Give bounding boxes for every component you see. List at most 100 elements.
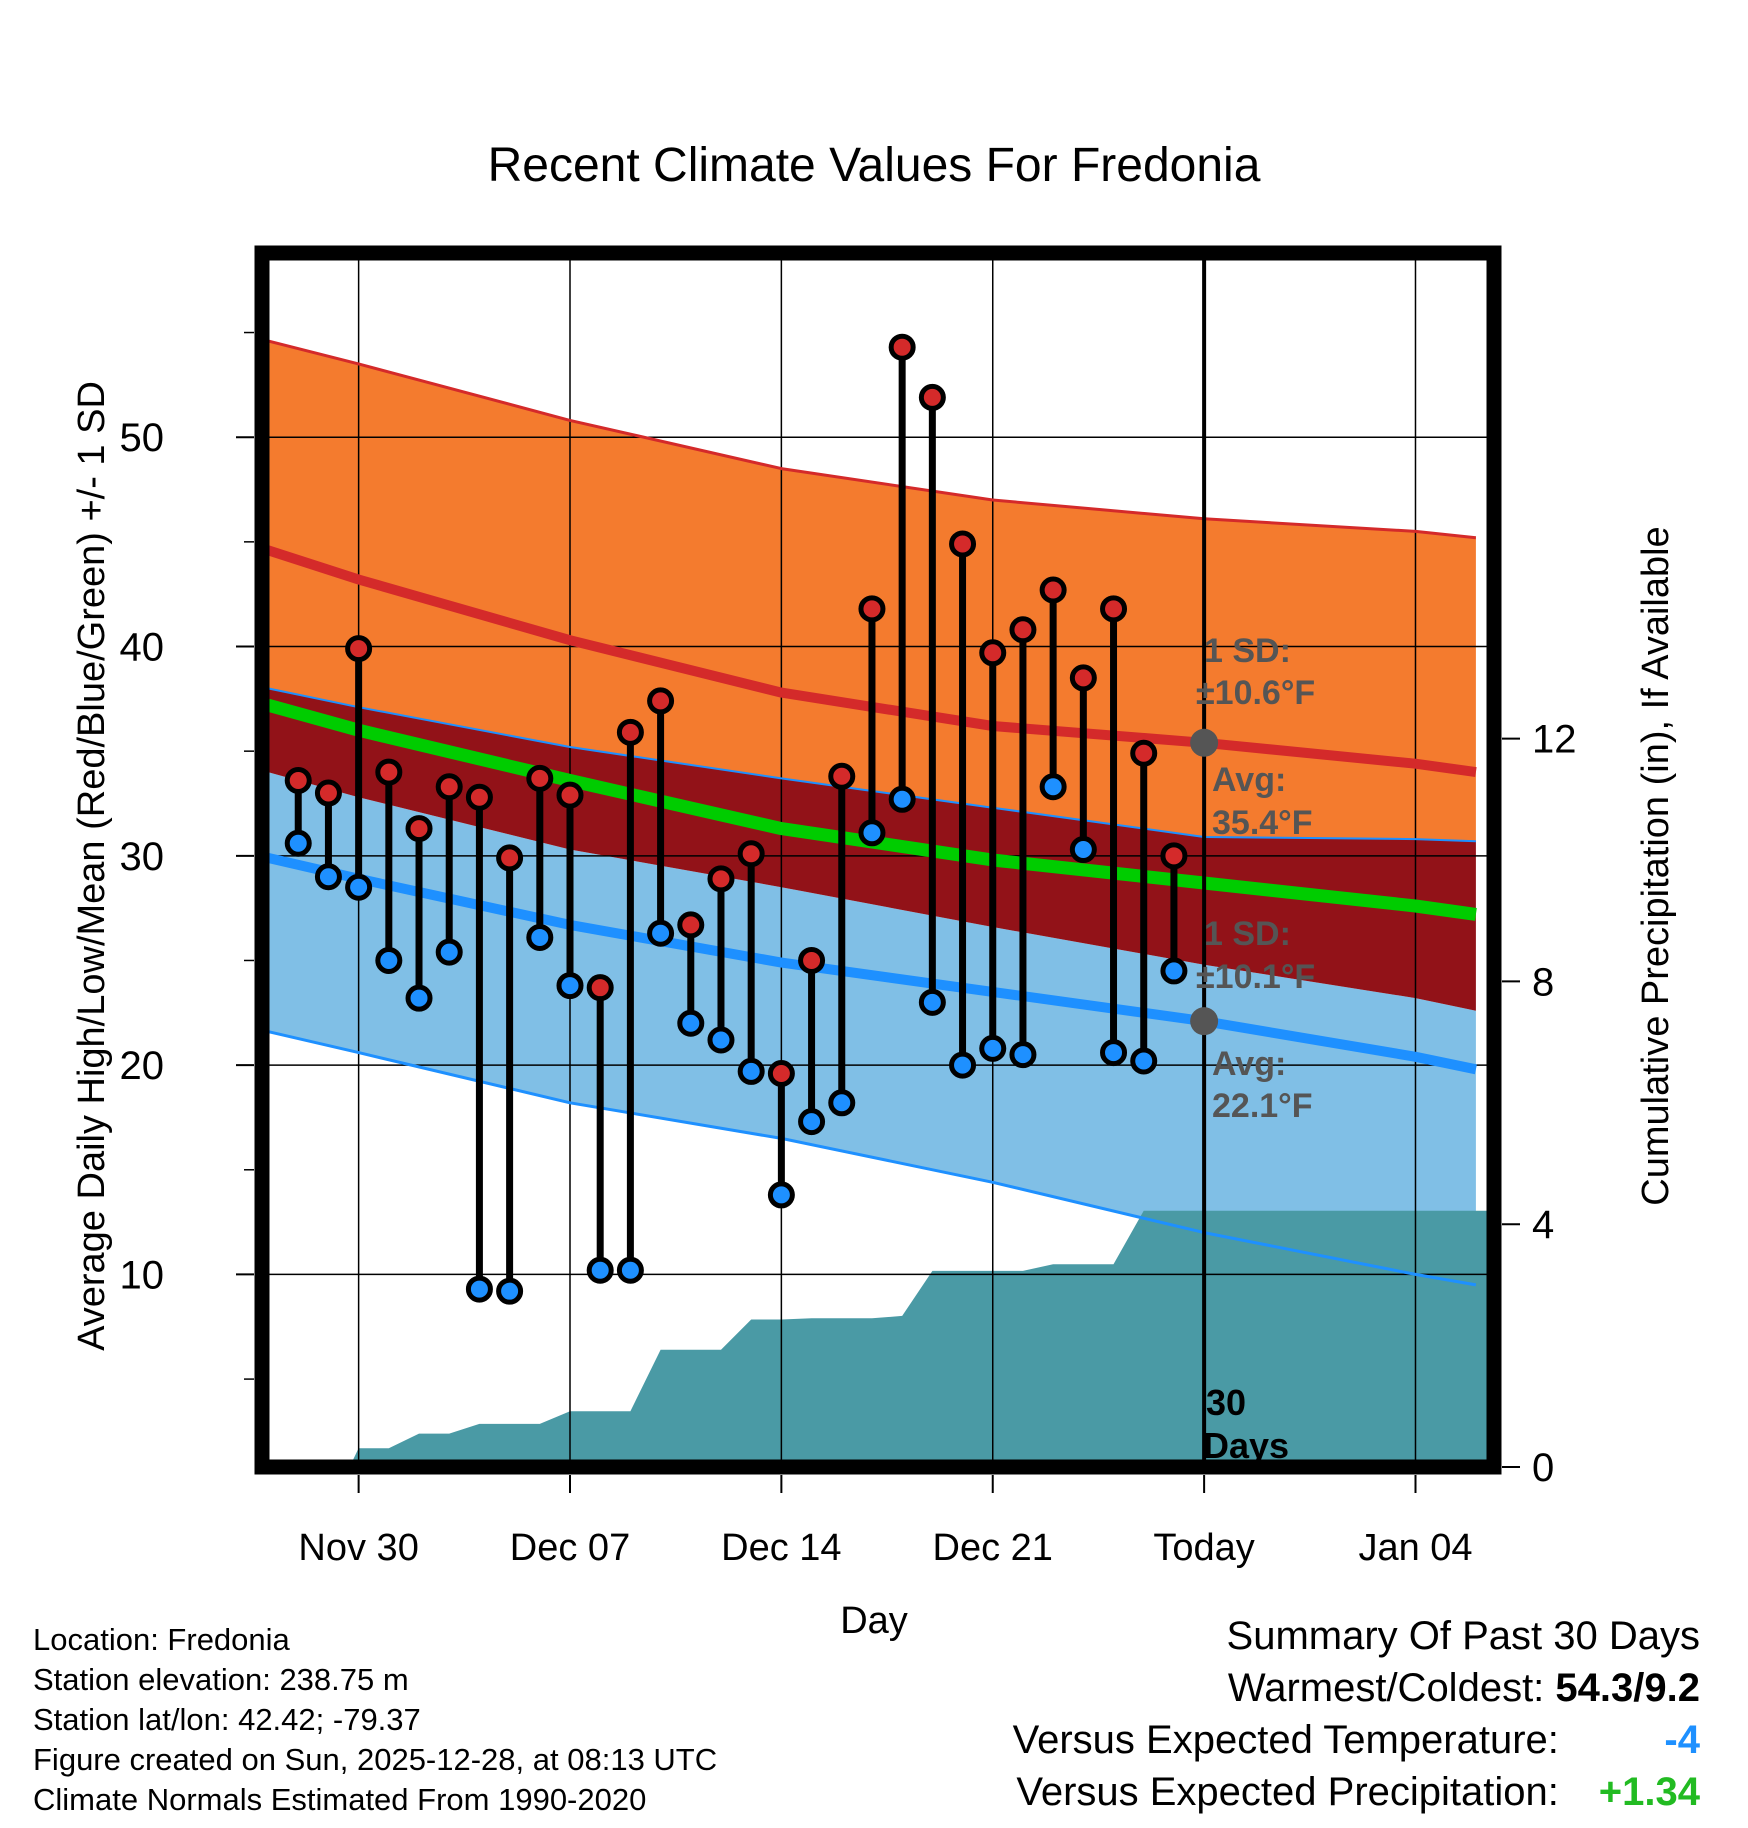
high-sd-label: 1 SD: <box>1204 632 1291 670</box>
y-tick-label-right: 12 <box>1532 718 1577 762</box>
daily-high-point <box>1130 739 1158 767</box>
daily-low-point <box>737 1057 765 1085</box>
grid-lines <box>262 253 1494 1467</box>
precip-label: Versus Expected Precipitation: <box>1016 1770 1559 1814</box>
period-label-days: Days <box>1203 1425 1289 1466</box>
low-sd-label: 1 SD: <box>1204 915 1291 953</box>
daily-low-point <box>496 1277 524 1305</box>
daily-low-point <box>767 1181 795 1209</box>
daily-low-point <box>677 1009 705 1037</box>
info-elevation: Station elevation: 238.75 m <box>33 1662 409 1697</box>
warmest-value: 54.3/9.2 <box>1555 1666 1700 1710</box>
high-sd-value: ±10.6°F <box>1196 674 1315 712</box>
y-tick-label-right: 4 <box>1532 1203 1554 1247</box>
daily-low-point <box>284 829 312 857</box>
y-axis-label-right: Cumulative Precipitation (in), If Availa… <box>1635 526 1677 1205</box>
daily-low-point <box>888 785 916 813</box>
daily-low-point <box>1039 773 1067 801</box>
daily-high-point <box>1039 576 1067 604</box>
daily-high-point <box>375 758 403 786</box>
daily-low-point <box>707 1026 735 1054</box>
high-avg-label: Avg: <box>1212 761 1286 799</box>
summary-temp-row: Versus Expected Temperature: -4 <box>1013 1714 1700 1766</box>
daily-high-point <box>616 718 644 746</box>
daily-high-point <box>828 762 856 790</box>
daily-high-point <box>1069 664 1097 692</box>
daily-low-point <box>1130 1047 1158 1075</box>
today-low-average-marker <box>1190 1007 1219 1036</box>
low-sd-value: ±10.1°F <box>1196 958 1315 996</box>
plot-frame <box>254 245 1502 1475</box>
daily-high-point <box>556 781 584 809</box>
daily-high-point <box>496 844 524 872</box>
low-avg-value: 22.1°F <box>1212 1087 1313 1125</box>
low-avg-label: Avg: <box>1212 1045 1286 1083</box>
daily-low-point <box>1069 836 1097 864</box>
daily-low-point <box>979 1034 1007 1062</box>
daily-low-point <box>1160 957 1188 985</box>
chart-title: Recent Climate Values For Fredonia <box>488 139 1261 192</box>
daily-low-point <box>526 923 554 951</box>
daily-high-point <box>1160 842 1188 870</box>
y-tick-label-left: 30 <box>120 835 165 879</box>
daily-high-point <box>677 911 705 939</box>
daily-high-point <box>798 946 826 974</box>
temp-label: Versus Expected Temperature: <box>1012 1718 1559 1762</box>
summary-warmest-row: Warmest/Coldest: 54.3/9.2 <box>1013 1662 1700 1714</box>
daily-low-point <box>345 873 373 901</box>
precipitation-area <box>268 1210 1494 1467</box>
high-average-line <box>266 545 1477 778</box>
daily-high-point <box>858 595 886 623</box>
high-avg-value: 35.4°F <box>1212 804 1313 842</box>
summary-precip-row: Versus Expected Precipitation: +1.34 <box>1013 1766 1700 1818</box>
low-average-line <box>266 853 1477 1075</box>
y-tick-label-left: 40 <box>120 626 165 670</box>
daily-high-point <box>1100 595 1128 623</box>
daily-high-point <box>345 635 373 663</box>
daily-low-point <box>435 938 463 966</box>
daily-high-point <box>586 974 614 1002</box>
daily-high-point <box>918 383 946 411</box>
x-tick-label: Dec 07 <box>510 1527 630 1569</box>
period-label-number: 30 <box>1206 1382 1246 1423</box>
normal-lines <box>266 253 1477 1467</box>
axes: Nov 30 Dec 07 Dec 14 Dec 21 Today Jan 04 10 20 3… <box>120 331 1577 1569</box>
x-tick-label: Dec 14 <box>721 1527 841 1569</box>
daily-high-point <box>314 779 342 807</box>
daily-low-point <box>616 1256 644 1284</box>
daily-low-point <box>556 972 584 1000</box>
info-created: Figure created on Sun, 2025-12-28, at 08… <box>33 1742 718 1777</box>
x-tick-label: Today <box>1153 1527 1254 1569</box>
x-tick-label: Dec 21 <box>933 1527 1053 1569</box>
daily-high-point <box>737 840 765 868</box>
mean-line <box>266 698 1477 921</box>
cumulative-precipitation <box>268 1210 1494 1467</box>
daily-low-point <box>465 1275 493 1303</box>
daily-high-point <box>647 687 675 715</box>
daily-low-point <box>918 988 946 1016</box>
info-normals: Climate Normals Estimated From 1990-2020 <box>33 1782 647 1817</box>
y-tick-label-right: 0 <box>1532 1446 1554 1490</box>
daily-high-point <box>405 815 433 843</box>
daily-low-point <box>798 1108 826 1136</box>
temp-value: -4 <box>1664 1718 1700 1762</box>
daily-low-point <box>1100 1039 1128 1067</box>
today-high-average-marker <box>1190 728 1219 757</box>
y-tick-label-left: 10 <box>120 1253 165 1297</box>
daily-high-point <box>707 865 735 893</box>
high-lower-edge <box>267 687 1476 843</box>
daily-low-point <box>314 863 342 891</box>
daily-high-point <box>284 766 312 794</box>
station-info: Location: Fredonia Station elevation: 23… <box>33 1620 717 1820</box>
high-upper-edge <box>267 339 1477 540</box>
y-tick-label-right: 8 <box>1532 960 1554 1004</box>
annotations: 1 SD: ±10.6°F Avg: 35.4°F 1 SD: ±10.1°F … <box>1196 632 1315 1466</box>
observations <box>284 333 1219 1305</box>
daily-low-point <box>647 919 675 947</box>
daily-high-point <box>526 764 554 792</box>
x-tick-label: Nov 30 <box>298 1527 418 1569</box>
info-location: Location: Fredonia <box>33 1622 290 1657</box>
y-tick-label-left: 50 <box>120 416 165 460</box>
daily-high-point <box>949 530 977 558</box>
